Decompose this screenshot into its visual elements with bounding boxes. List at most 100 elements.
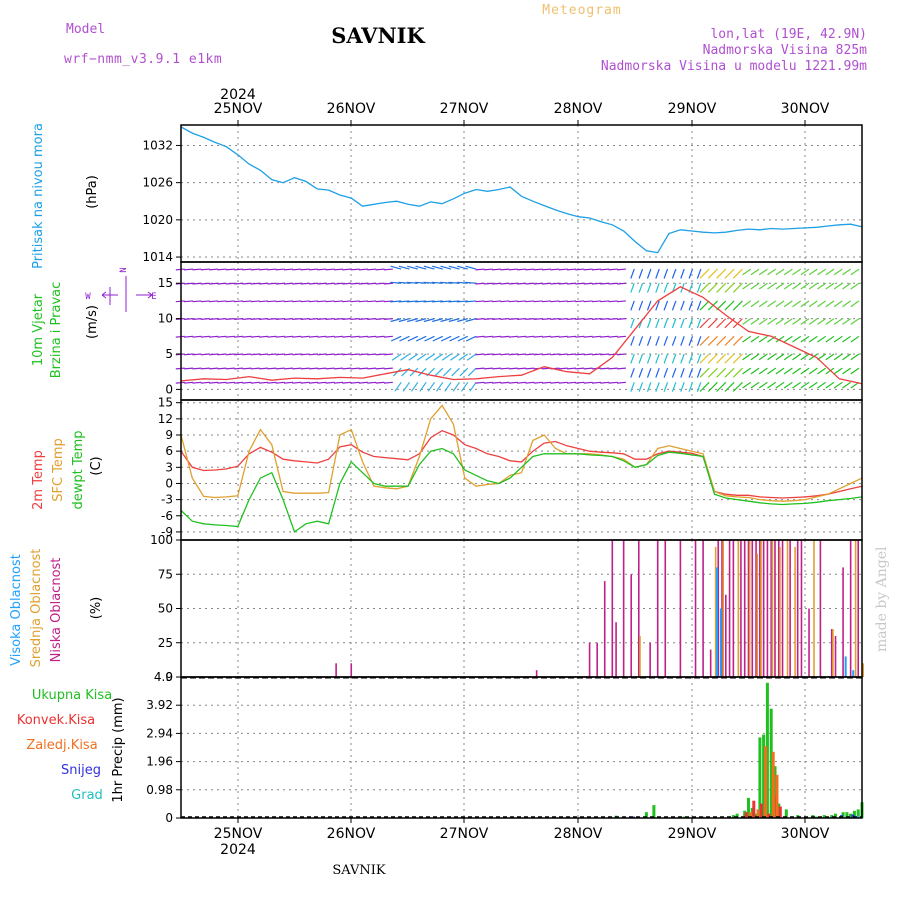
wind-barb [707, 282, 718, 293]
wind-barb [500, 367, 510, 370]
temp-unit: (C) [89, 456, 104, 475]
wind-barb [250, 367, 260, 370]
wind-barb [646, 318, 652, 329]
wind-barb [500, 318, 510, 320]
pressure-line [180, 126, 863, 254]
wind-barb [792, 353, 802, 361]
wind-barb [407, 335, 419, 342]
wind-barb [409, 367, 419, 377]
wind-barb [415, 318, 427, 323]
wind-barb [325, 335, 335, 338]
wind-barb [630, 367, 635, 378]
wind-barb [275, 353, 285, 356]
wind-barb [817, 381, 827, 389]
wind-barb [217, 381, 227, 384]
precip-unit: 1hr Precip (mm) [111, 697, 126, 802]
wind-barb [325, 381, 335, 384]
wind-barb [217, 367, 227, 370]
wind-barb [707, 381, 718, 392]
wind-barb [575, 268, 585, 271]
rain-frz-bar [775, 774, 779, 818]
wind-barb [525, 367, 535, 370]
wind-barb [508, 300, 518, 303]
y-tick-label: 1014 [142, 250, 173, 264]
wind-barb [716, 353, 727, 364]
wind-barb [792, 381, 802, 389]
wind-barb [608, 353, 618, 356]
wind-barb [638, 367, 644, 378]
dewpoint-line [180, 447, 863, 533]
wind-barb [267, 335, 277, 338]
wind-barb [398, 300, 410, 303]
wind-barb [225, 282, 235, 285]
y-tick-label: 50 [158, 602, 173, 616]
wind-barb [333, 282, 343, 285]
y-tick-label: 0 [165, 382, 173, 396]
wind-barb [415, 265, 427, 270]
snow-bar [851, 814, 855, 818]
footer-station: SAVNIK [332, 863, 386, 878]
wind-barb [423, 265, 435, 270]
wind-barb [767, 353, 777, 361]
wind-barb [475, 318, 485, 320]
wind-barb [452, 381, 460, 392]
wind-barb [200, 282, 210, 285]
wind-barb [550, 335, 560, 338]
wind-barb [234, 367, 244, 370]
day-label-bottom: 25NOV [214, 826, 263, 842]
wind-barb [483, 300, 493, 303]
wind-barb [358, 268, 368, 271]
wind-barb [575, 318, 585, 320]
wind-barb [390, 335, 402, 342]
compass-icon: N W E [85, 267, 157, 312]
wind-barb [350, 268, 360, 271]
wind-barb [833, 335, 843, 343]
wind-barb [608, 367, 618, 370]
wind-barb [508, 318, 518, 320]
panel-frame [180, 399, 863, 541]
wind-barb [600, 367, 610, 370]
wind-barb [583, 282, 593, 285]
wind-barb [600, 353, 610, 356]
rain-frz-bar [771, 751, 775, 818]
wind-barb [558, 353, 568, 356]
wind-barb [209, 300, 219, 303]
wind-barb [566, 300, 577, 303]
wind-barb [699, 268, 710, 279]
wind-barb [688, 268, 694, 279]
wind-barb [663, 382, 669, 392]
wind-barb [850, 335, 860, 343]
wind-barb [750, 318, 760, 325]
day-label-bottom: 30NOV [781, 826, 830, 842]
wind-barb [750, 268, 760, 276]
wind-barb [550, 381, 560, 384]
wind-barb [630, 353, 635, 364]
wind-barb [680, 318, 685, 329]
wind-barb [225, 300, 235, 303]
wind-barb [550, 300, 560, 303]
wind-barb [432, 318, 443, 323]
wind-barb [465, 281, 477, 284]
wind-barb [696, 300, 702, 311]
wind-barb [325, 300, 335, 303]
wind-barb [350, 367, 360, 370]
wind-barb [358, 381, 368, 384]
panel-frame [180, 676, 863, 819]
wind-barb [850, 318, 860, 325]
wind-barb [465, 300, 477, 303]
wind-barb [217, 268, 227, 271]
wind-barb [783, 318, 793, 325]
wind-barb [833, 367, 843, 375]
wind-barb [383, 353, 393, 356]
wind-barb [566, 282, 577, 285]
wind-barb [209, 335, 219, 338]
wind-barb [696, 336, 702, 346]
wind-barb [817, 318, 827, 325]
wind-barb [758, 367, 768, 375]
wind-barb [517, 335, 527, 338]
wind-barb [300, 335, 310, 338]
wind-unit: (m/s) [85, 305, 100, 339]
rain-total-bar [758, 737, 762, 818]
wind-barb [742, 335, 752, 343]
wind-barb [383, 381, 393, 384]
